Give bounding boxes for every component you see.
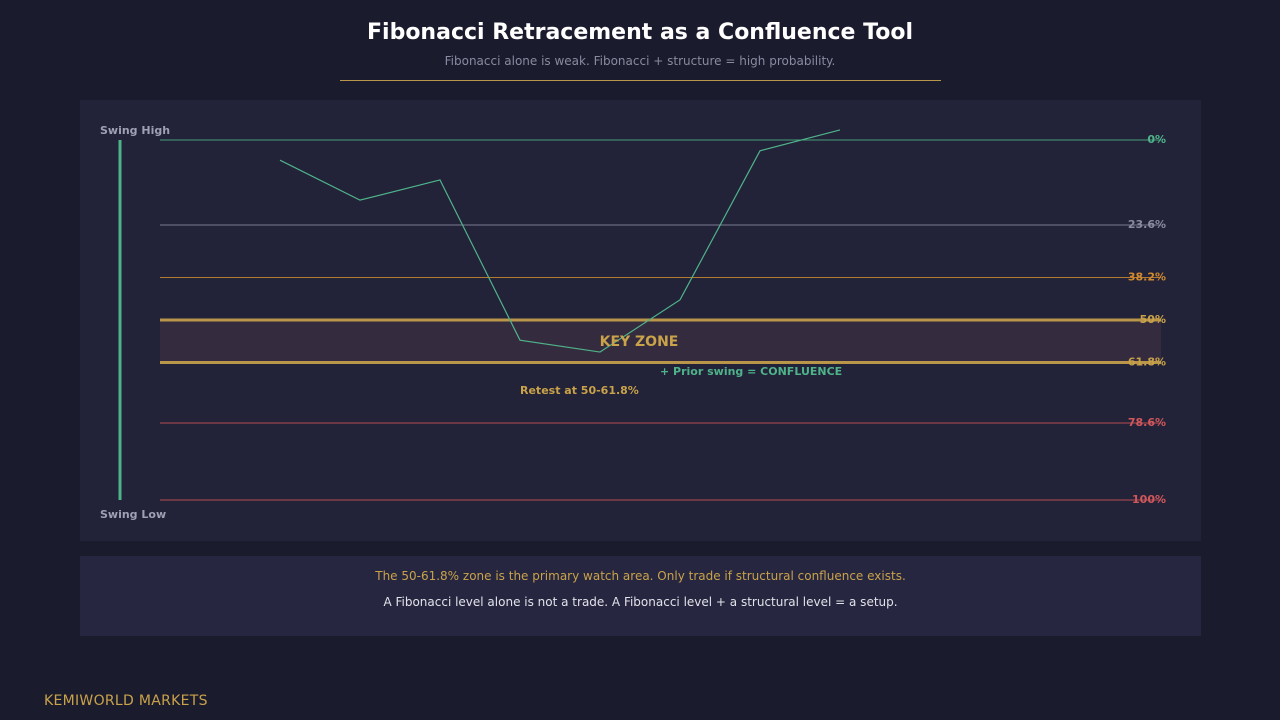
fib-level-label-0: 0% xyxy=(1147,133,1166,146)
chart-panel: 0% 23.6% 38.2% 50% 61.8% 78.6% 100% Swing High S… xyxy=(80,100,1201,541)
price-path-line xyxy=(279,129,841,353)
note-setup-rule: A Fibonacci level alone is not a trade. … xyxy=(383,595,898,609)
fib-level-label-1: 23.6% xyxy=(1128,218,1166,231)
fib-level-label-4: 61.8% xyxy=(1128,355,1166,368)
fibonacci-chart: 0% 23.6% 38.2% 50% 61.8% 78.6% 100% Swing High S… xyxy=(100,124,1166,521)
fib-level-label-5: 78.6% xyxy=(1128,416,1166,429)
key-zone-label: KEY ZONE xyxy=(600,334,679,350)
note-primary-zone: The 50-61.8% zone is the primary watch a… xyxy=(375,569,906,583)
notes-panel: The 50-61.8% zone is the primary watch a… xyxy=(80,556,1201,636)
annotation-retest: Retest at 50-61.8% xyxy=(520,384,639,397)
fib-level-label-6: 100% xyxy=(1132,493,1166,506)
fib-level-label-3: 50% xyxy=(1140,313,1166,326)
brand-footer: KEMIWORLD MARKETS xyxy=(44,693,208,709)
title-divider xyxy=(340,80,941,81)
chart-title: Fibonacci Retracement as a Confluence To… xyxy=(367,20,913,45)
annotation-confluence: + Prior swing = CONFLUENCE xyxy=(660,365,842,378)
chart-subtitle: Fibonacci alone is weak. Fibonacci + str… xyxy=(444,54,836,68)
fib-level-label-2: 38.2% xyxy=(1128,271,1166,284)
swing-high-label: Swing High xyxy=(100,124,170,137)
key-zone-band xyxy=(160,320,1161,363)
swing-low-label: Swing Low xyxy=(100,508,166,521)
